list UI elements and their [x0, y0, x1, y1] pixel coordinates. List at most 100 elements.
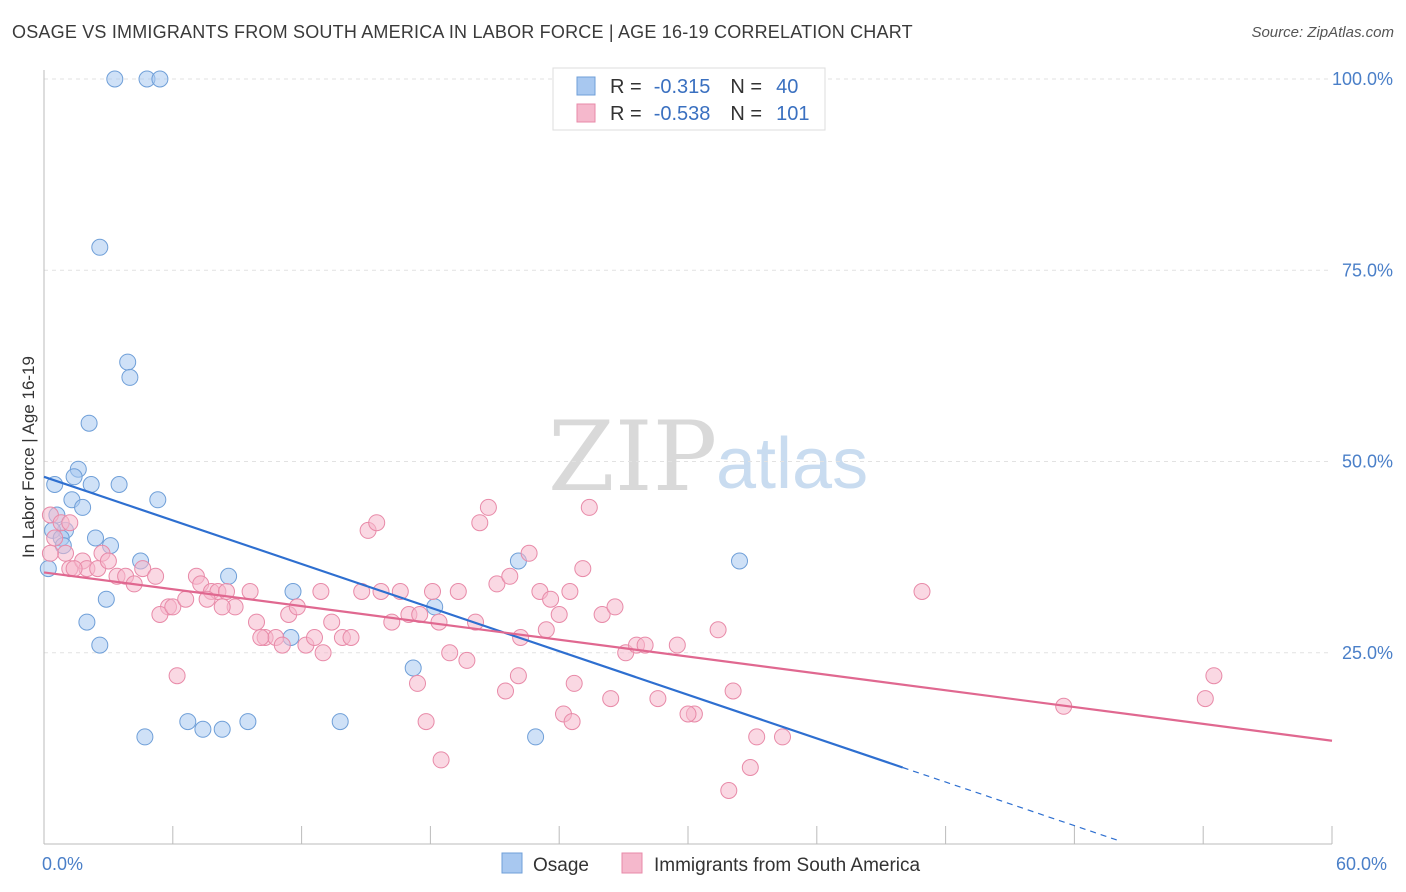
point-immigrants-58: [479, 498, 497, 516]
trend-line-immigrants: [43, 571, 1333, 742]
gridlines: [44, 78, 1332, 654]
point-immigrants-80: [748, 728, 766, 746]
point-immigrants-65: [542, 590, 560, 608]
point-immigrants-71: [606, 598, 624, 616]
point-immigrants-69: [580, 498, 598, 516]
point-immigrants-18: [151, 606, 169, 623]
legend-n-value-2: 101: [776, 103, 809, 125]
point-immigrants-81: [774, 728, 791, 746]
point-immigrants-82: [913, 583, 931, 600]
point-immigrants-68: [574, 560, 592, 578]
point-immigrants-4: [41, 544, 59, 562]
point-immigrants-27: [213, 598, 231, 616]
point-immigrants-40: [312, 583, 330, 600]
x-tick-label-max: 60.0%: [1336, 854, 1387, 874]
trend-lines: [43, 475, 1333, 841]
trend-line-osage: [43, 475, 904, 769]
point-immigrants-75: [649, 690, 667, 708]
point-immigrants-87: [417, 713, 435, 731]
point-immigrants-39: [314, 644, 332, 662]
point-immigrants-3: [57, 544, 74, 562]
point-osage-28: [284, 583, 302, 600]
point-immigrants-30: [248, 613, 265, 631]
point-osage-2: [151, 70, 169, 88]
point-osage-5: [121, 368, 139, 386]
point-immigrants-14: [134, 560, 152, 578]
y-tick-label-100: 100.0%: [1332, 69, 1393, 89]
point-immigrants-59: [471, 514, 489, 532]
point-osage-40: [527, 728, 545, 746]
legend-n-label-2: N =: [730, 103, 762, 125]
point-immigrants-97: [724, 682, 742, 700]
point-immigrants-94: [602, 690, 620, 708]
point-osage-8: [46, 476, 64, 493]
chart-title: OSAGE VS IMMIGRANTS FROM SOUTH AMERICA I…: [12, 22, 913, 42]
bottom-legend-label-osage: Osage: [533, 855, 589, 876]
point-immigrants-52: [424, 583, 441, 600]
point-osage-34: [136, 728, 154, 746]
point-osage-31: [91, 636, 109, 654]
source-label: Source: ZipAtlas.com: [1251, 24, 1394, 41]
legend-swatch-immigrants: [576, 103, 596, 123]
point-osage-3: [91, 238, 109, 256]
point-immigrants-55: [449, 583, 467, 600]
y-tick-label-75: 75.0%: [1342, 260, 1393, 280]
point-immigrants-2: [46, 529, 64, 547]
point-osage-6: [80, 414, 98, 432]
point-immigrants-70: [593, 606, 611, 623]
data-points: [39, 70, 1223, 799]
point-osage-30: [78, 613, 96, 631]
point-osage-24: [220, 567, 238, 585]
bottom-legend-swatch-immigrants: [621, 852, 643, 874]
series-osage: [39, 70, 748, 746]
point-immigrants-99: [168, 667, 186, 685]
point-immigrants-56: [458, 651, 476, 669]
trend-line-osage-extension: [902, 766, 1118, 841]
point-immigrants-60: [488, 575, 506, 593]
legend-box: R = -0.315 N = 40 R = -0.538 N = 101: [552, 67, 826, 131]
point-immigrants-88: [432, 751, 450, 769]
point-immigrants-33: [273, 636, 291, 654]
point-immigrants-95: [679, 705, 697, 723]
point-osage-26: [731, 552, 748, 570]
legend-r-value-1: -0.315: [654, 76, 711, 98]
point-immigrants-61: [501, 567, 519, 585]
y-tick-labels: 25.0% 50.0% 75.0% 100.0%: [1332, 69, 1393, 663]
x-tick-label-min: 0.0%: [42, 854, 83, 874]
legend-r-value-2: -0.538: [654, 103, 711, 125]
point-osage-12: [149, 491, 167, 509]
y-tick-label-50: 50.0%: [1342, 452, 1393, 472]
point-immigrants-54: [441, 644, 459, 662]
point-immigrants-74: [636, 636, 654, 654]
point-immigrants-92: [565, 674, 583, 692]
point-immigrants-38: [306, 629, 323, 646]
point-immigrants-93: [563, 713, 581, 731]
point-immigrants-15: [147, 567, 165, 585]
series-immigrants: [41, 498, 1223, 799]
point-immigrants-19: [164, 598, 182, 616]
point-osage-27: [97, 590, 115, 608]
point-immigrants-43: [342, 629, 360, 646]
point-immigrants-20: [177, 590, 195, 608]
point-immigrants-63: [520, 544, 538, 562]
legend-n-value-1: 40: [776, 76, 798, 98]
legend-n-label-1: N =: [730, 76, 762, 98]
point-osage-9: [65, 468, 83, 486]
point-immigrants-53: [430, 613, 448, 631]
legend-r-label-2: R =: [610, 103, 642, 125]
point-osage-36: [194, 720, 212, 738]
point-immigrants-86: [409, 674, 426, 692]
point-immigrants-78: [709, 621, 727, 639]
y-tick-label-25: 25.0%: [1342, 643, 1393, 663]
point-immigrants-96: [720, 782, 738, 799]
bottom-legend-swatch-osage: [501, 852, 523, 874]
point-osage-33: [404, 659, 422, 677]
point-osage-4: [119, 353, 137, 371]
point-immigrants-84: [1196, 690, 1214, 708]
point-immigrants-16: [65, 560, 83, 578]
legend-swatch-osage: [576, 76, 596, 96]
bottom-legend-label-immigrants: Immigrants from South America: [654, 855, 921, 876]
point-immigrants-41: [323, 613, 341, 631]
